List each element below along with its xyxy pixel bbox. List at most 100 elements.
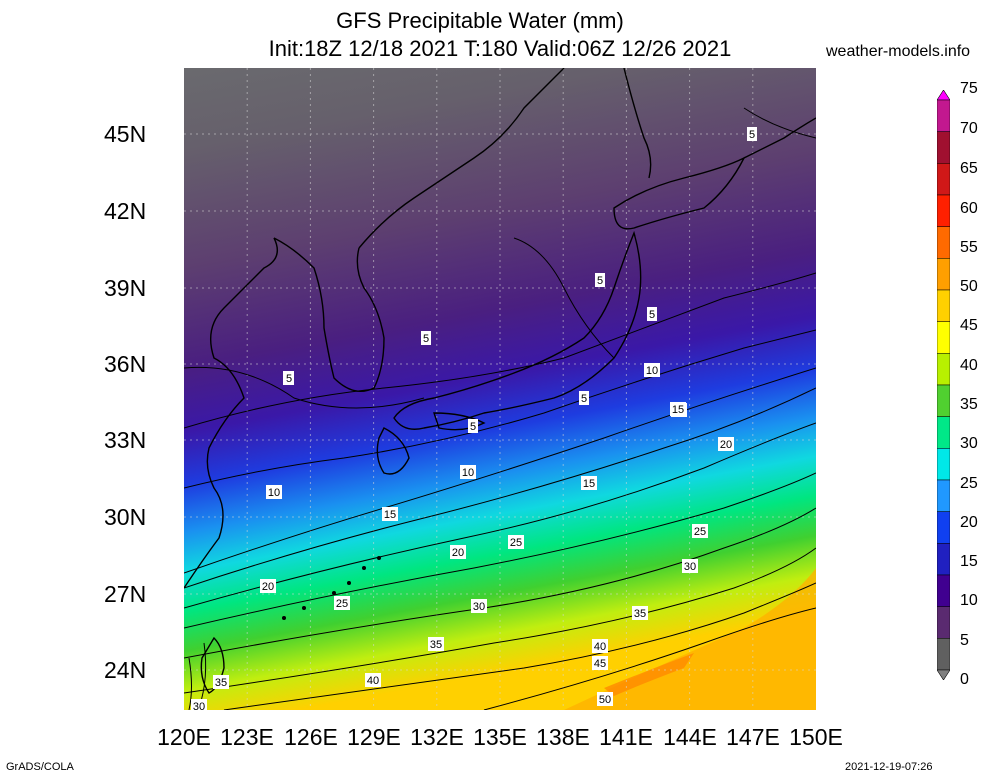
- colorbar-segment: [937, 384, 950, 417]
- contour-label: 25: [334, 596, 350, 610]
- lon-label: 123E: [220, 724, 274, 750]
- svg-text:40: 40: [367, 675, 379, 687]
- colorbar-label: 10: [960, 592, 978, 609]
- lat-label: 27N: [104, 581, 147, 607]
- lon-label: 147E: [726, 724, 780, 750]
- site-label: weather-models.info: [826, 43, 971, 60]
- svg-text:50: 50: [599, 694, 611, 706]
- lat-label: 33N: [104, 427, 147, 453]
- lat-label: 30N: [104, 504, 147, 530]
- svg-text:5: 5: [649, 309, 655, 321]
- contour-label: 40: [592, 639, 608, 653]
- svg-text:45: 45: [594, 658, 606, 670]
- contour-label: 5: [747, 127, 757, 141]
- contour-label: 15: [670, 402, 686, 416]
- lon-label: 126E: [284, 724, 338, 750]
- svg-text:5: 5: [470, 421, 476, 433]
- map-subtitle: Init:18Z 12/18 2021 T:180 Valid:06Z 12/2…: [268, 36, 732, 61]
- colorbar-segment: [937, 99, 950, 132]
- colorbar-segment: [937, 321, 950, 354]
- colorbar-segment: [937, 131, 950, 164]
- svg-text:35: 35: [215, 677, 227, 689]
- colorbar-label: 45: [960, 317, 978, 334]
- svg-text:20: 20: [720, 439, 732, 451]
- colorbar-label: 65: [960, 160, 978, 177]
- svg-text:25: 25: [510, 537, 522, 549]
- colorbar-segment: [937, 258, 950, 291]
- contour-label: 15: [581, 476, 597, 490]
- colorbar-segment: [937, 638, 950, 671]
- colorbar-label: 15: [960, 553, 978, 570]
- svg-text:25: 25: [694, 526, 706, 538]
- colorbar-bottom-arrow: [937, 669, 950, 680]
- svg-text:10: 10: [462, 467, 474, 479]
- colorbar: [937, 90, 950, 680]
- contour-label: 35: [428, 637, 444, 651]
- colorbar-segment: [937, 479, 950, 512]
- contour-label: 30: [682, 559, 698, 573]
- colorbar-segment: [937, 543, 950, 576]
- svg-text:15: 15: [672, 404, 684, 416]
- contour-label: 25: [692, 524, 708, 538]
- colorbar-label: 60: [960, 200, 978, 217]
- contour-label: 45: [592, 656, 608, 670]
- contour-label: 30: [191, 699, 207, 710]
- lon-label: 141E: [599, 724, 653, 750]
- contour-label: 5: [284, 371, 294, 385]
- colorbar-label: 70: [960, 120, 978, 137]
- svg-text:10: 10: [268, 487, 280, 499]
- contour-label: 5: [468, 419, 478, 433]
- colorbar-label: 75: [960, 80, 978, 97]
- contour-label: 35: [213, 675, 229, 689]
- lat-label: 45N: [104, 121, 147, 147]
- svg-text:15: 15: [583, 478, 595, 490]
- contour-label: 10: [644, 363, 660, 377]
- map-title: GFS Precipitable Water (mm): [336, 8, 624, 33]
- colorbar-label: 5: [960, 632, 969, 649]
- contour-label: 20: [450, 545, 466, 559]
- lon-label: 144E: [663, 724, 717, 750]
- svg-text:5: 5: [597, 275, 603, 287]
- lon-label: 132E: [410, 724, 464, 750]
- svg-text:5: 5: [286, 373, 292, 385]
- svg-text:30: 30: [473, 601, 485, 613]
- contour-label: 20: [718, 437, 734, 451]
- svg-text:10: 10: [646, 365, 658, 377]
- contour-label: 5: [579, 391, 589, 405]
- lon-label: 120E: [157, 724, 211, 750]
- contour-label: 10: [460, 465, 476, 479]
- svg-text:5: 5: [749, 129, 755, 141]
- colorbar-segment: [937, 606, 950, 639]
- colorbar-top-arrow: [937, 90, 950, 101]
- colorbar-segment: [937, 226, 950, 259]
- lat-label: 24N: [104, 657, 147, 683]
- colorbar-segment: [937, 448, 950, 481]
- colorbar-segment: [937, 416, 950, 449]
- contour-label: 10: [266, 485, 282, 499]
- contour-label: 35: [632, 606, 648, 620]
- colorbar-label: 55: [960, 239, 978, 256]
- contour-label: 20: [260, 579, 276, 593]
- svg-text:15: 15: [384, 509, 396, 521]
- lat-label: 39N: [104, 275, 147, 301]
- svg-text:20: 20: [262, 581, 274, 593]
- colorbar-segment: [937, 163, 950, 196]
- colorbar-label: 25: [960, 475, 978, 492]
- contour-label: 5: [421, 331, 431, 345]
- svg-text:25: 25: [336, 598, 348, 610]
- svg-text:5: 5: [581, 393, 587, 405]
- lon-label: 129E: [347, 724, 401, 750]
- colorbar-label: 50: [960, 278, 978, 295]
- precipitable-water-map: 5555555510101010151515202020202525253030…: [184, 68, 816, 710]
- contour-label: 30: [471, 599, 487, 613]
- svg-text:30: 30: [193, 701, 205, 710]
- contour-label: 25: [508, 535, 524, 549]
- contour-label: 40: [365, 673, 381, 687]
- contour-label: 5: [647, 307, 657, 321]
- colorbar-segment: [937, 194, 950, 227]
- lon-label: 150E: [789, 724, 843, 750]
- colorbar-segment: [937, 289, 950, 322]
- colorbar-label: 0: [960, 671, 969, 688]
- svg-text:35: 35: [634, 608, 646, 620]
- colorbar-label: 40: [960, 357, 978, 374]
